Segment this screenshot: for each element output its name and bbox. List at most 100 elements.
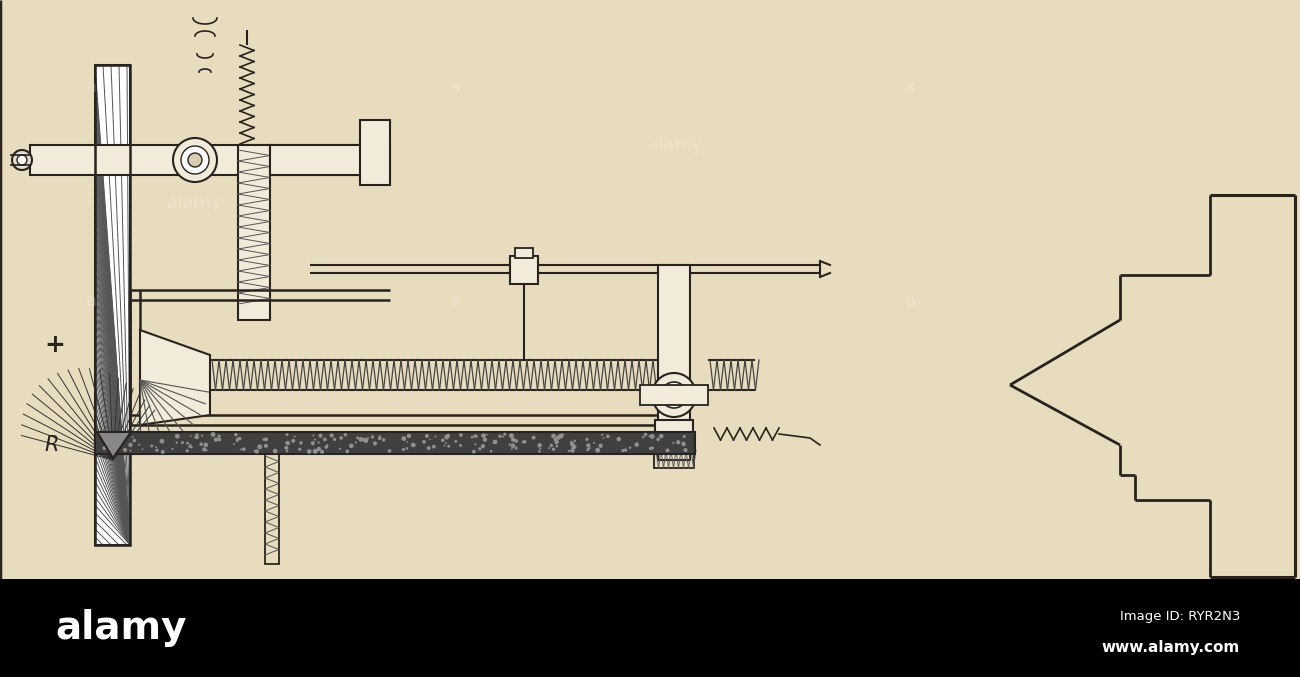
Circle shape bbox=[124, 435, 127, 439]
Circle shape bbox=[257, 444, 263, 450]
Circle shape bbox=[629, 446, 632, 449]
Circle shape bbox=[112, 433, 116, 437]
Circle shape bbox=[370, 435, 374, 439]
Circle shape bbox=[320, 450, 324, 454]
Circle shape bbox=[188, 153, 202, 167]
Circle shape bbox=[537, 443, 542, 447]
Bar bbox=[515, 248, 533, 258]
Circle shape bbox=[322, 437, 326, 441]
Circle shape bbox=[235, 437, 239, 441]
Text: alamy: alamy bbox=[55, 609, 186, 647]
Circle shape bbox=[649, 447, 653, 450]
Circle shape bbox=[176, 441, 178, 443]
Circle shape bbox=[521, 441, 524, 443]
Circle shape bbox=[511, 437, 515, 442]
Circle shape bbox=[572, 445, 576, 449]
Polygon shape bbox=[98, 432, 131, 458]
Circle shape bbox=[373, 441, 377, 445]
Text: alamy: alamy bbox=[649, 136, 703, 154]
Circle shape bbox=[649, 435, 650, 437]
Circle shape bbox=[586, 443, 590, 447]
Circle shape bbox=[186, 450, 188, 452]
Circle shape bbox=[551, 433, 556, 438]
Circle shape bbox=[407, 433, 411, 438]
Circle shape bbox=[559, 433, 563, 439]
Circle shape bbox=[554, 439, 559, 444]
Circle shape bbox=[356, 437, 359, 439]
Circle shape bbox=[202, 435, 203, 437]
Circle shape bbox=[190, 446, 192, 448]
Text: a: a bbox=[905, 78, 915, 96]
Bar bbox=[265, 454, 280, 564]
Circle shape bbox=[478, 447, 481, 450]
Bar bbox=[0, 579, 1300, 677]
Bar bbox=[658, 265, 690, 460]
Circle shape bbox=[264, 437, 268, 441]
Circle shape bbox=[571, 443, 575, 447]
Circle shape bbox=[555, 445, 558, 447]
Circle shape bbox=[17, 155, 27, 165]
Circle shape bbox=[312, 435, 315, 437]
Circle shape bbox=[217, 435, 221, 438]
Circle shape bbox=[660, 382, 686, 408]
Text: Image ID: RYR2N3: Image ID: RYR2N3 bbox=[1119, 610, 1240, 623]
Circle shape bbox=[285, 441, 290, 445]
Circle shape bbox=[474, 435, 477, 438]
Circle shape bbox=[511, 443, 515, 448]
Circle shape bbox=[681, 442, 686, 446]
Circle shape bbox=[199, 442, 203, 446]
Circle shape bbox=[515, 446, 517, 450]
Circle shape bbox=[103, 446, 107, 450]
Circle shape bbox=[294, 435, 295, 437]
Circle shape bbox=[112, 450, 116, 453]
Circle shape bbox=[138, 443, 140, 445]
Circle shape bbox=[560, 434, 563, 437]
Circle shape bbox=[447, 445, 450, 447]
Circle shape bbox=[155, 449, 159, 452]
Circle shape bbox=[585, 438, 589, 441]
Circle shape bbox=[313, 439, 316, 441]
Circle shape bbox=[203, 447, 207, 452]
Circle shape bbox=[103, 437, 107, 441]
Circle shape bbox=[571, 446, 575, 450]
Circle shape bbox=[242, 447, 246, 451]
Bar bbox=[510, 256, 538, 284]
Circle shape bbox=[406, 447, 408, 450]
Circle shape bbox=[298, 447, 302, 451]
Circle shape bbox=[12, 150, 32, 170]
Circle shape bbox=[411, 443, 416, 447]
Circle shape bbox=[161, 450, 165, 454]
Circle shape bbox=[429, 439, 430, 440]
Circle shape bbox=[211, 432, 216, 437]
Circle shape bbox=[264, 444, 268, 448]
Circle shape bbox=[668, 389, 680, 401]
Circle shape bbox=[343, 433, 347, 437]
Circle shape bbox=[195, 435, 199, 439]
Circle shape bbox=[653, 373, 696, 417]
Text: alamy: alamy bbox=[168, 194, 222, 212]
Circle shape bbox=[443, 445, 446, 447]
Circle shape bbox=[329, 433, 334, 437]
Circle shape bbox=[378, 436, 381, 440]
Text: a: a bbox=[450, 78, 460, 96]
Bar bbox=[640, 385, 709, 405]
Circle shape bbox=[326, 444, 329, 447]
Circle shape bbox=[311, 441, 315, 445]
Circle shape bbox=[181, 146, 209, 174]
Circle shape bbox=[624, 448, 627, 452]
Circle shape bbox=[186, 441, 188, 445]
Circle shape bbox=[684, 448, 688, 452]
Text: a: a bbox=[86, 292, 96, 310]
Bar bbox=[270, 145, 390, 175]
Circle shape bbox=[190, 444, 191, 446]
Circle shape bbox=[378, 437, 381, 440]
Circle shape bbox=[568, 450, 571, 452]
Text: a: a bbox=[450, 292, 460, 310]
Circle shape bbox=[238, 437, 242, 440]
Circle shape bbox=[585, 439, 588, 441]
Circle shape bbox=[317, 447, 321, 451]
Circle shape bbox=[459, 444, 462, 447]
Circle shape bbox=[508, 443, 511, 445]
Circle shape bbox=[116, 437, 118, 439]
Circle shape bbox=[313, 449, 317, 454]
